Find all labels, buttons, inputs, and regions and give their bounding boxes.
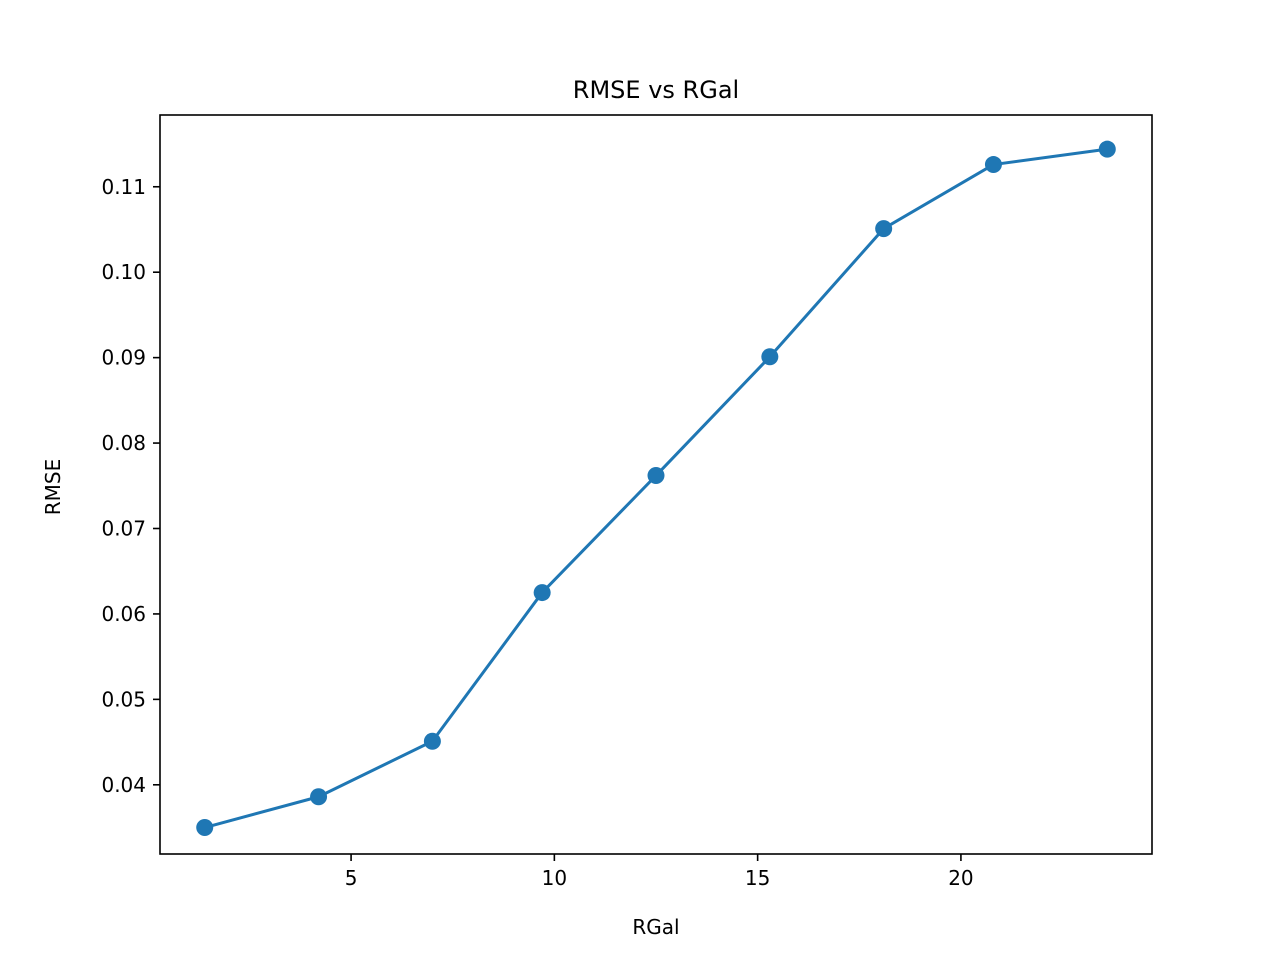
- data-point: [533, 584, 551, 602]
- y-tick-label: 0.04: [101, 773, 146, 797]
- x-axis-label: RGal: [632, 915, 679, 939]
- y-tick-label: 0.08: [101, 431, 146, 455]
- x-tick-label: 10: [542, 866, 567, 890]
- y-tick-label: 0.09: [101, 346, 146, 370]
- data-point: [423, 732, 441, 750]
- x-tick-label: 5: [345, 866, 358, 890]
- x-axis: 5 10 15 20: [345, 854, 974, 890]
- y-axis-label: RMSE: [41, 459, 65, 515]
- data-point: [1098, 140, 1116, 158]
- chart-title: RMSE vs RGal: [573, 76, 739, 104]
- y-tick-label: 0.07: [101, 516, 146, 540]
- plot-series: [196, 140, 1116, 837]
- y-tick-label: 0.11: [101, 175, 146, 199]
- y-tick-label: 0.05: [101, 687, 146, 711]
- plot-frame: [159, 114, 1153, 855]
- data-point: [984, 156, 1002, 174]
- data-point: [875, 220, 893, 238]
- y-tick-label: 0.10: [101, 260, 146, 284]
- data-point: [761, 348, 779, 366]
- data-point: [310, 788, 328, 806]
- data-point: [647, 467, 665, 485]
- x-tick-label: 15: [745, 866, 770, 890]
- data-point: [196, 819, 214, 837]
- y-axis: 0.04 0.05 0.06 0.07 0.08 0.09 0.10 0.11: [101, 175, 160, 797]
- y-tick-label: 0.06: [101, 602, 146, 626]
- x-tick-label: 20: [948, 866, 973, 890]
